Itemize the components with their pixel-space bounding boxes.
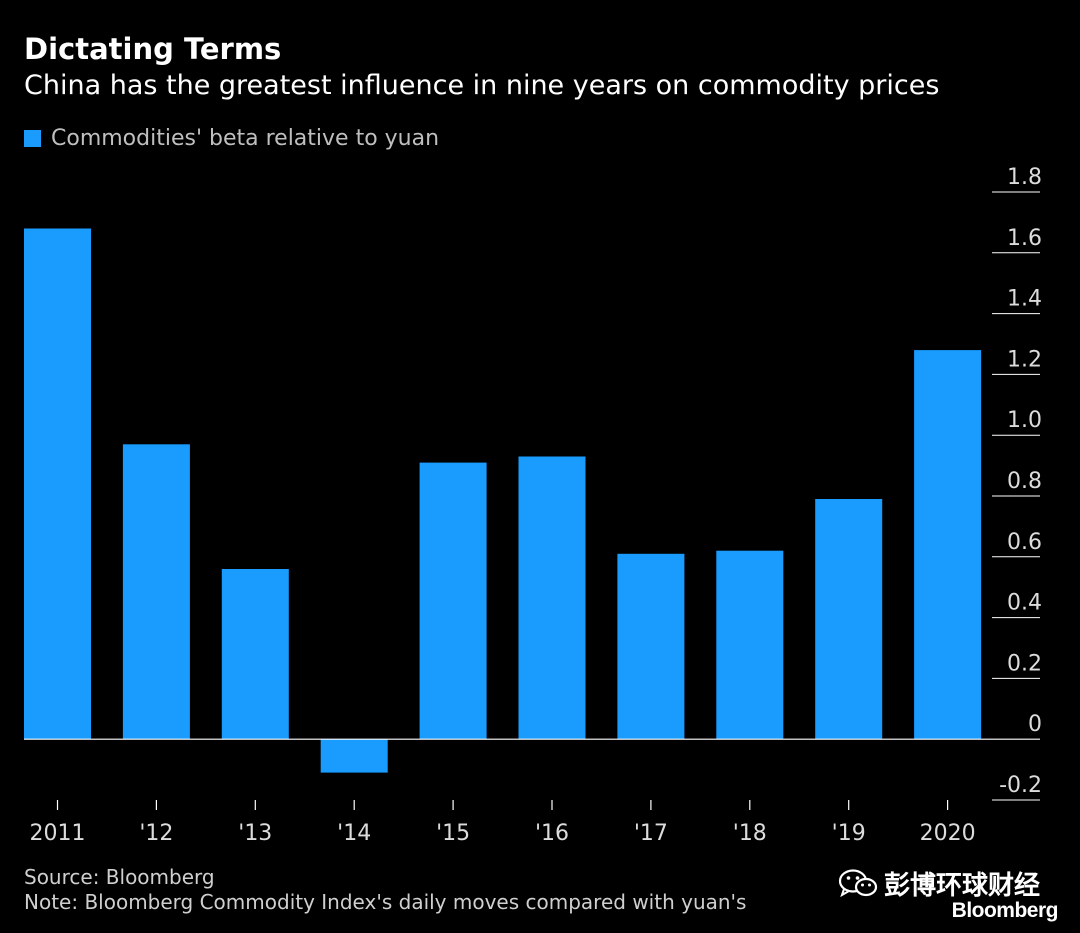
y-tick-label: 0.6	[1007, 530, 1042, 555]
bar-1	[122, 444, 190, 740]
x-tick-label: '15	[436, 821, 470, 846]
bar-6	[617, 553, 685, 740]
bar-5	[518, 456, 586, 740]
x-axis-labels: 2011 '12 '13 '14 '15 '16 '17 '18 '19 2020	[30, 800, 976, 846]
bar-chart: 1.8 1.6 1.4 1.2 1.0 0.8 0.6 0.4 0.2 0 -0.2 2011 '12…	[24, 165, 1042, 846]
footnote: Note: Bloomberg Commodity Index's daily …	[24, 890, 747, 914]
y-tick-label: 0	[1028, 712, 1042, 737]
chart-title: Dictating Terms	[24, 32, 282, 66]
y-tick-label: 1.8	[1007, 165, 1042, 190]
bars-group	[24, 228, 982, 773]
bar-9	[914, 350, 982, 740]
brand-logo: Bloomberg	[951, 899, 1059, 922]
watermark: 彭博环球财经	[838, 865, 1040, 902]
chart-subtitle: China has the greatest influence in nine…	[24, 70, 940, 101]
y-tick-label: 1.0	[1007, 408, 1042, 433]
bar-3	[320, 739, 388, 773]
bar-7	[716, 550, 784, 740]
x-tick-label: '17	[634, 821, 668, 846]
legend-swatch	[24, 130, 41, 147]
x-tick-label: '16	[535, 821, 569, 846]
bar-8	[815, 499, 883, 740]
y-axis-ticks: 1.8 1.6 1.4 1.2 1.0 0.8 0.6 0.4 0.2 0 -0.2	[24, 165, 1042, 801]
y-tick-label: 1.4	[1007, 287, 1042, 312]
x-tick-label: '12	[139, 821, 173, 846]
watermark-text: 彭博环球财经	[884, 871, 1041, 901]
x-tick-label: '13	[238, 821, 272, 846]
x-tick-label: '19	[832, 821, 866, 846]
x-tick-label: '18	[733, 821, 767, 846]
y-tick-label: 0.4	[1007, 591, 1042, 616]
source-note: Source: Bloomberg	[24, 865, 215, 889]
bar-0	[24, 228, 91, 740]
legend-label: Commodities' beta relative to yuan	[51, 126, 440, 151]
bar-2	[221, 569, 289, 740]
legend: Commodities' beta relative to yuan	[24, 126, 439, 151]
x-tick-label: 2020	[920, 821, 976, 846]
bar-4	[419, 462, 487, 740]
y-tick-label: 1.6	[1007, 226, 1042, 251]
y-tick-label: 0.8	[1007, 469, 1042, 494]
y-tick-label: 0.2	[1007, 651, 1042, 676]
x-tick-label: 2011	[30, 821, 86, 846]
wechat-icon	[838, 868, 878, 897]
y-tick-label: -0.2	[999, 773, 1042, 798]
x-tick-label: '14	[337, 821, 371, 846]
y-tick-label: 1.2	[1007, 347, 1042, 372]
